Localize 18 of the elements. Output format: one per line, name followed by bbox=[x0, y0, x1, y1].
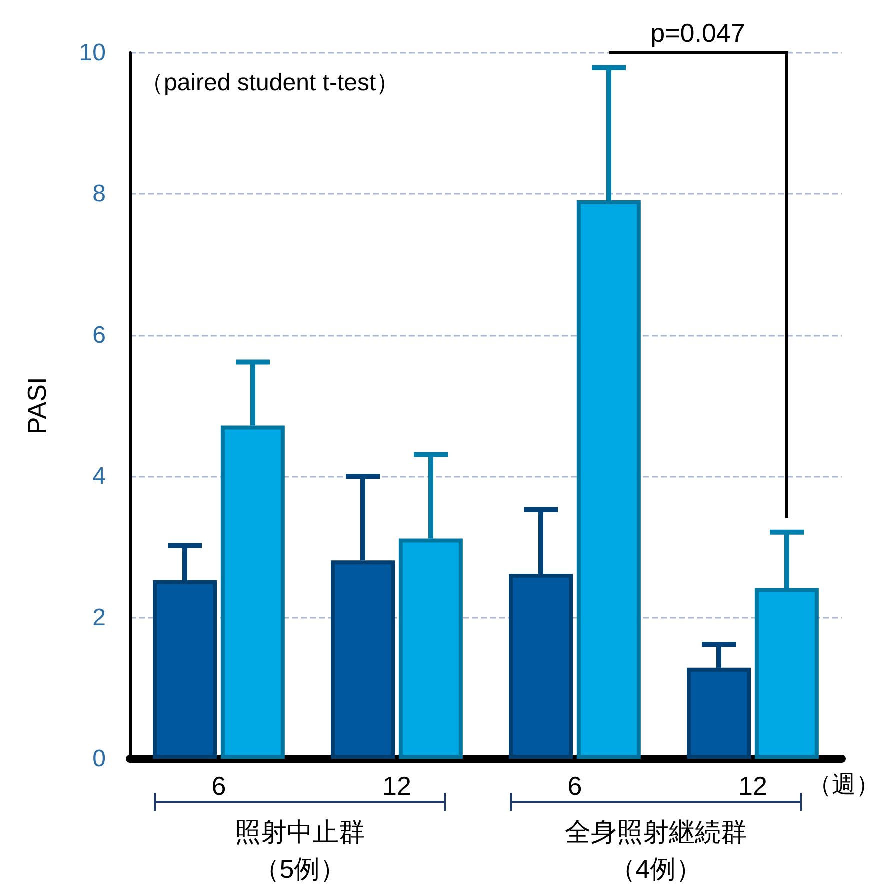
y-tick-label: 10 bbox=[79, 40, 106, 66]
y-tick-label: 2 bbox=[92, 604, 106, 632]
x-tick-label: 6 bbox=[212, 771, 226, 801]
text: （4例） bbox=[610, 854, 702, 884]
y-tick-label: 0 bbox=[92, 746, 106, 772]
x-tick-label: 12 bbox=[738, 771, 768, 801]
text: （5例） bbox=[254, 854, 346, 884]
text: 全身照射継続群 bbox=[565, 817, 747, 847]
y-axis-title: PASI bbox=[22, 377, 52, 435]
x-tick-label: 6 bbox=[568, 771, 582, 801]
x-tick-label: 12 bbox=[382, 771, 412, 801]
text: 照射中止群 bbox=[235, 817, 365, 847]
text: p=0.047 bbox=[650, 18, 746, 48]
annotation: （paired student t-test） bbox=[140, 70, 400, 96]
y-tick-label: 6 bbox=[92, 322, 106, 349]
y-tick-label: 8 bbox=[92, 180, 106, 208]
y-tick-label: 4 bbox=[92, 463, 106, 490]
text: （週） bbox=[808, 772, 880, 798]
